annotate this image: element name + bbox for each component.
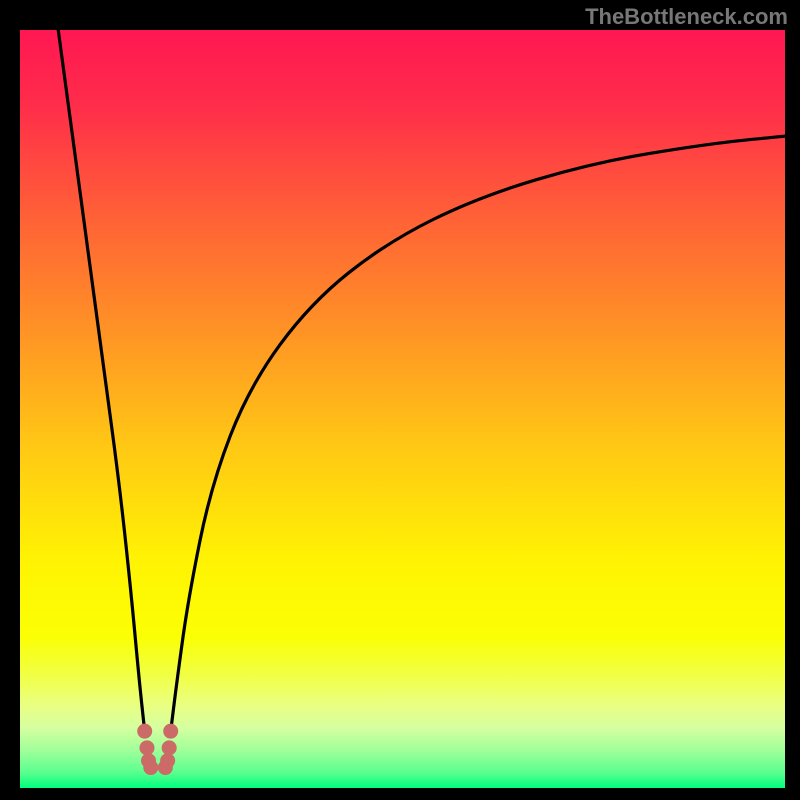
notch-bead [139, 740, 154, 755]
notch-bead [163, 724, 178, 739]
plot-area [20, 30, 785, 788]
notch-bead [143, 760, 158, 775]
chart-container: TheBottleneck.com [0, 0, 800, 800]
plot-svg [20, 30, 785, 788]
notch-bead [162, 740, 177, 755]
notch-bead [160, 753, 175, 768]
notch-bead [137, 724, 152, 739]
gradient-background [20, 30, 785, 788]
watermark-text: TheBottleneck.com [585, 4, 788, 30]
